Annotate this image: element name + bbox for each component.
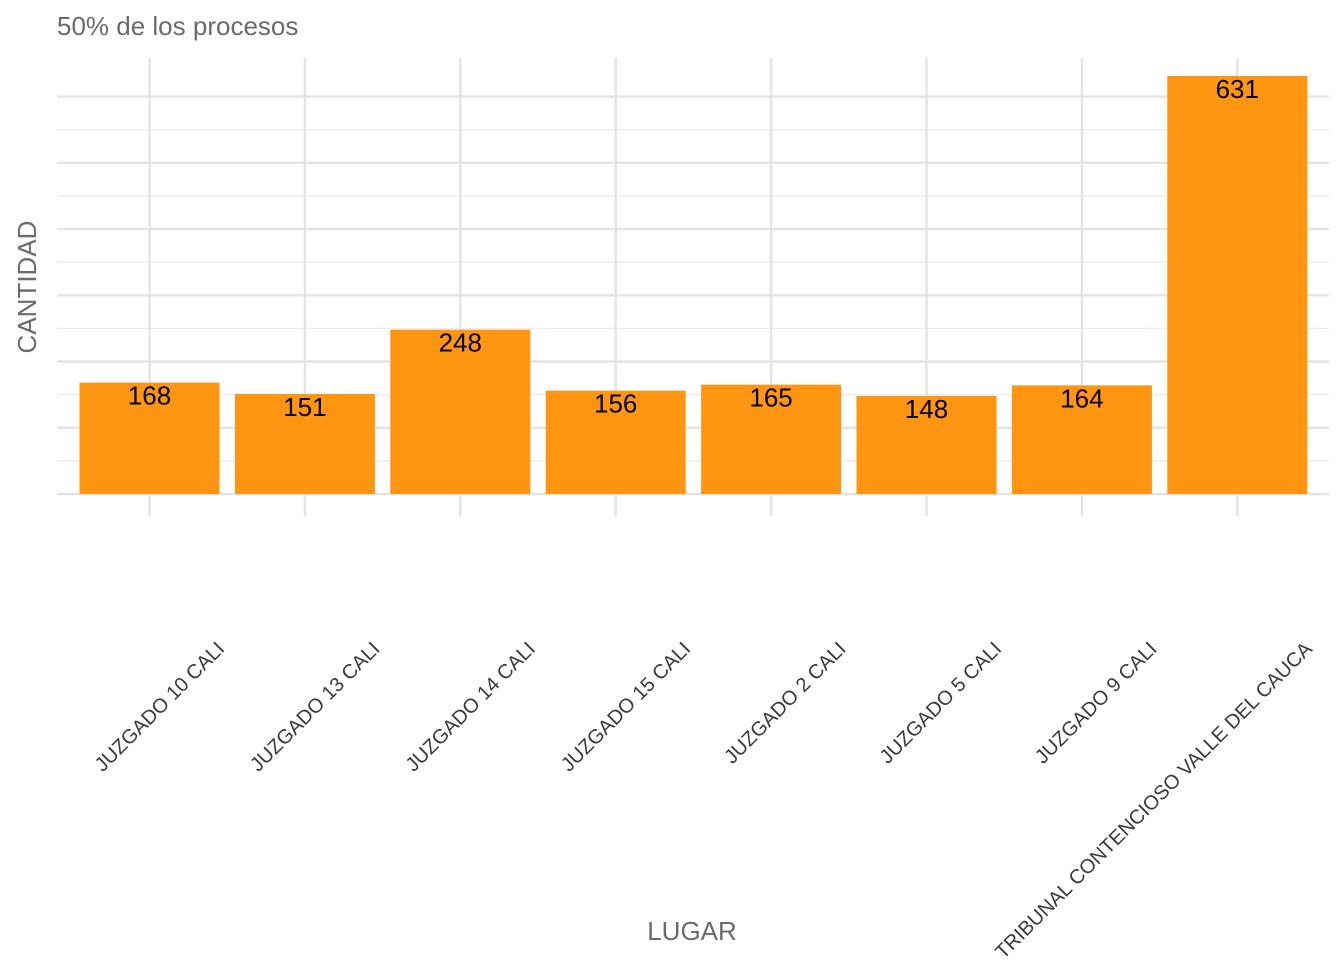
x-tick-label-0: JUZGADO 10 CALI [91, 638, 229, 776]
x-tick-label-5: JUZGADO 5 CALI [876, 638, 1006, 768]
bar-value-labels: 168 151 248 156 165 148 164 631 [128, 74, 1259, 424]
bar-value-label-7: 631 [1216, 74, 1259, 104]
x-tick-label-2: JUZGADO 14 CALI [402, 638, 540, 776]
bar-value-label-4: 165 [749, 383, 792, 413]
x-axis-title: LUGAR [647, 916, 737, 946]
bar-4 [701, 384, 842, 494]
x-tick-label-6: JUZGADO 9 CALI [1031, 638, 1161, 768]
bars [79, 76, 1308, 494]
bar-value-label-2: 248 [439, 328, 482, 358]
bar-value-label-0: 168 [128, 381, 171, 411]
bar-1 [234, 393, 375, 494]
bar-6 [1011, 385, 1152, 494]
bar-value-label-5: 148 [905, 394, 948, 424]
bar-3 [545, 390, 686, 494]
bar-7 [1167, 76, 1308, 494]
bar-5 [856, 395, 997, 494]
chart-subtitle: 50% de los procesos [57, 11, 298, 41]
bar-value-label-3: 156 [594, 389, 637, 419]
bar-value-label-1: 151 [283, 392, 326, 422]
bar-2 [390, 329, 531, 494]
bar-0 [79, 382, 220, 494]
bar-value-label-6: 164 [1060, 383, 1103, 413]
y-axis-title: CANTIDAD [12, 221, 42, 354]
x-tick-labels: JUZGADO 10 CALI JUZGADO 13 CALI JUZGADO 14… [91, 638, 1317, 960]
x-tick-label-7: TRIBUNAL CONTENCIOSO VALLE DEL CAUCA [991, 638, 1317, 960]
x-tick-label-3: JUZGADO 15 CALI [557, 638, 695, 776]
x-tick-label-4: JUZGADO 2 CALI [720, 638, 850, 768]
x-tick-label-1: JUZGADO 13 CALI [246, 638, 384, 776]
